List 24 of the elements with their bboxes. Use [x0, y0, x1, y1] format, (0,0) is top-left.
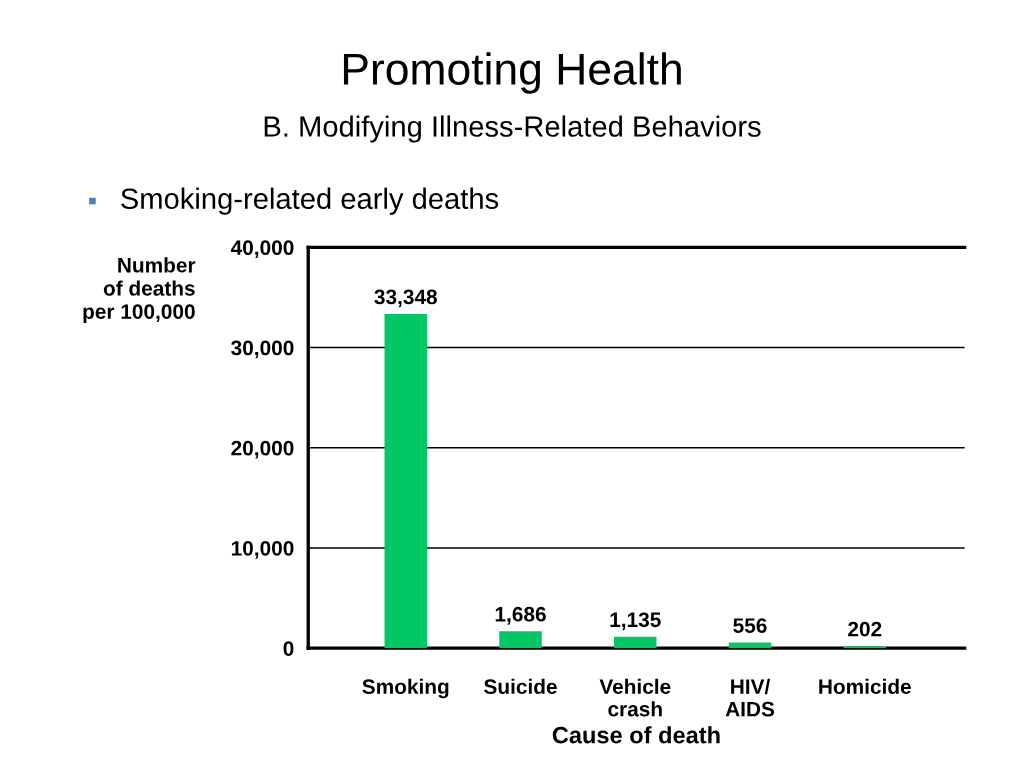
- bar: [843, 646, 886, 649]
- y-tick-label: 40,000: [230, 240, 294, 259]
- bar: [384, 313, 427, 649]
- data-label: 33,348: [374, 289, 437, 308]
- data-label: 556: [733, 618, 767, 633]
- x-tick-label: Homicide: [819, 678, 911, 695]
- data-label: 202: [848, 621, 882, 637]
- x-tick-label: Vehicle crash: [599, 678, 671, 717]
- data-label: 1,686: [495, 606, 546, 625]
- bar: [499, 631, 542, 649]
- y-tick-label: 10,000: [231, 540, 294, 559]
- chart-subtitle: B. Modifying Illness-Related Behaviors: [264, 115, 761, 143]
- x-tick-label: Smoking: [362, 678, 449, 699]
- y-tick-label: 20,000: [231, 440, 294, 459]
- y-axis-title: Number of deaths per 100,000: [83, 257, 196, 324]
- text: Smoking-related early deaths: [121, 187, 499, 215]
- data-label: 1,135: [610, 612, 661, 631]
- chart-title: Promoting Health: [343, 52, 681, 94]
- y-tick-label: 0: [283, 641, 294, 656]
- y-tick-label: 30,000: [231, 340, 294, 359]
- bar: [614, 636, 657, 649]
- x-tick-label: Suicide: [484, 678, 557, 695]
- x-tick-label: HIV/ AIDS: [725, 678, 775, 717]
- x-axis-title: Cause of death: [552, 726, 720, 744]
